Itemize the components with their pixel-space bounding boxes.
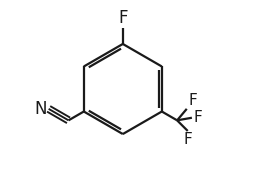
Text: F: F [183, 132, 192, 147]
Text: N: N [34, 100, 46, 118]
Text: F: F [193, 110, 202, 125]
Text: F: F [188, 93, 197, 108]
Text: F: F [118, 9, 127, 27]
